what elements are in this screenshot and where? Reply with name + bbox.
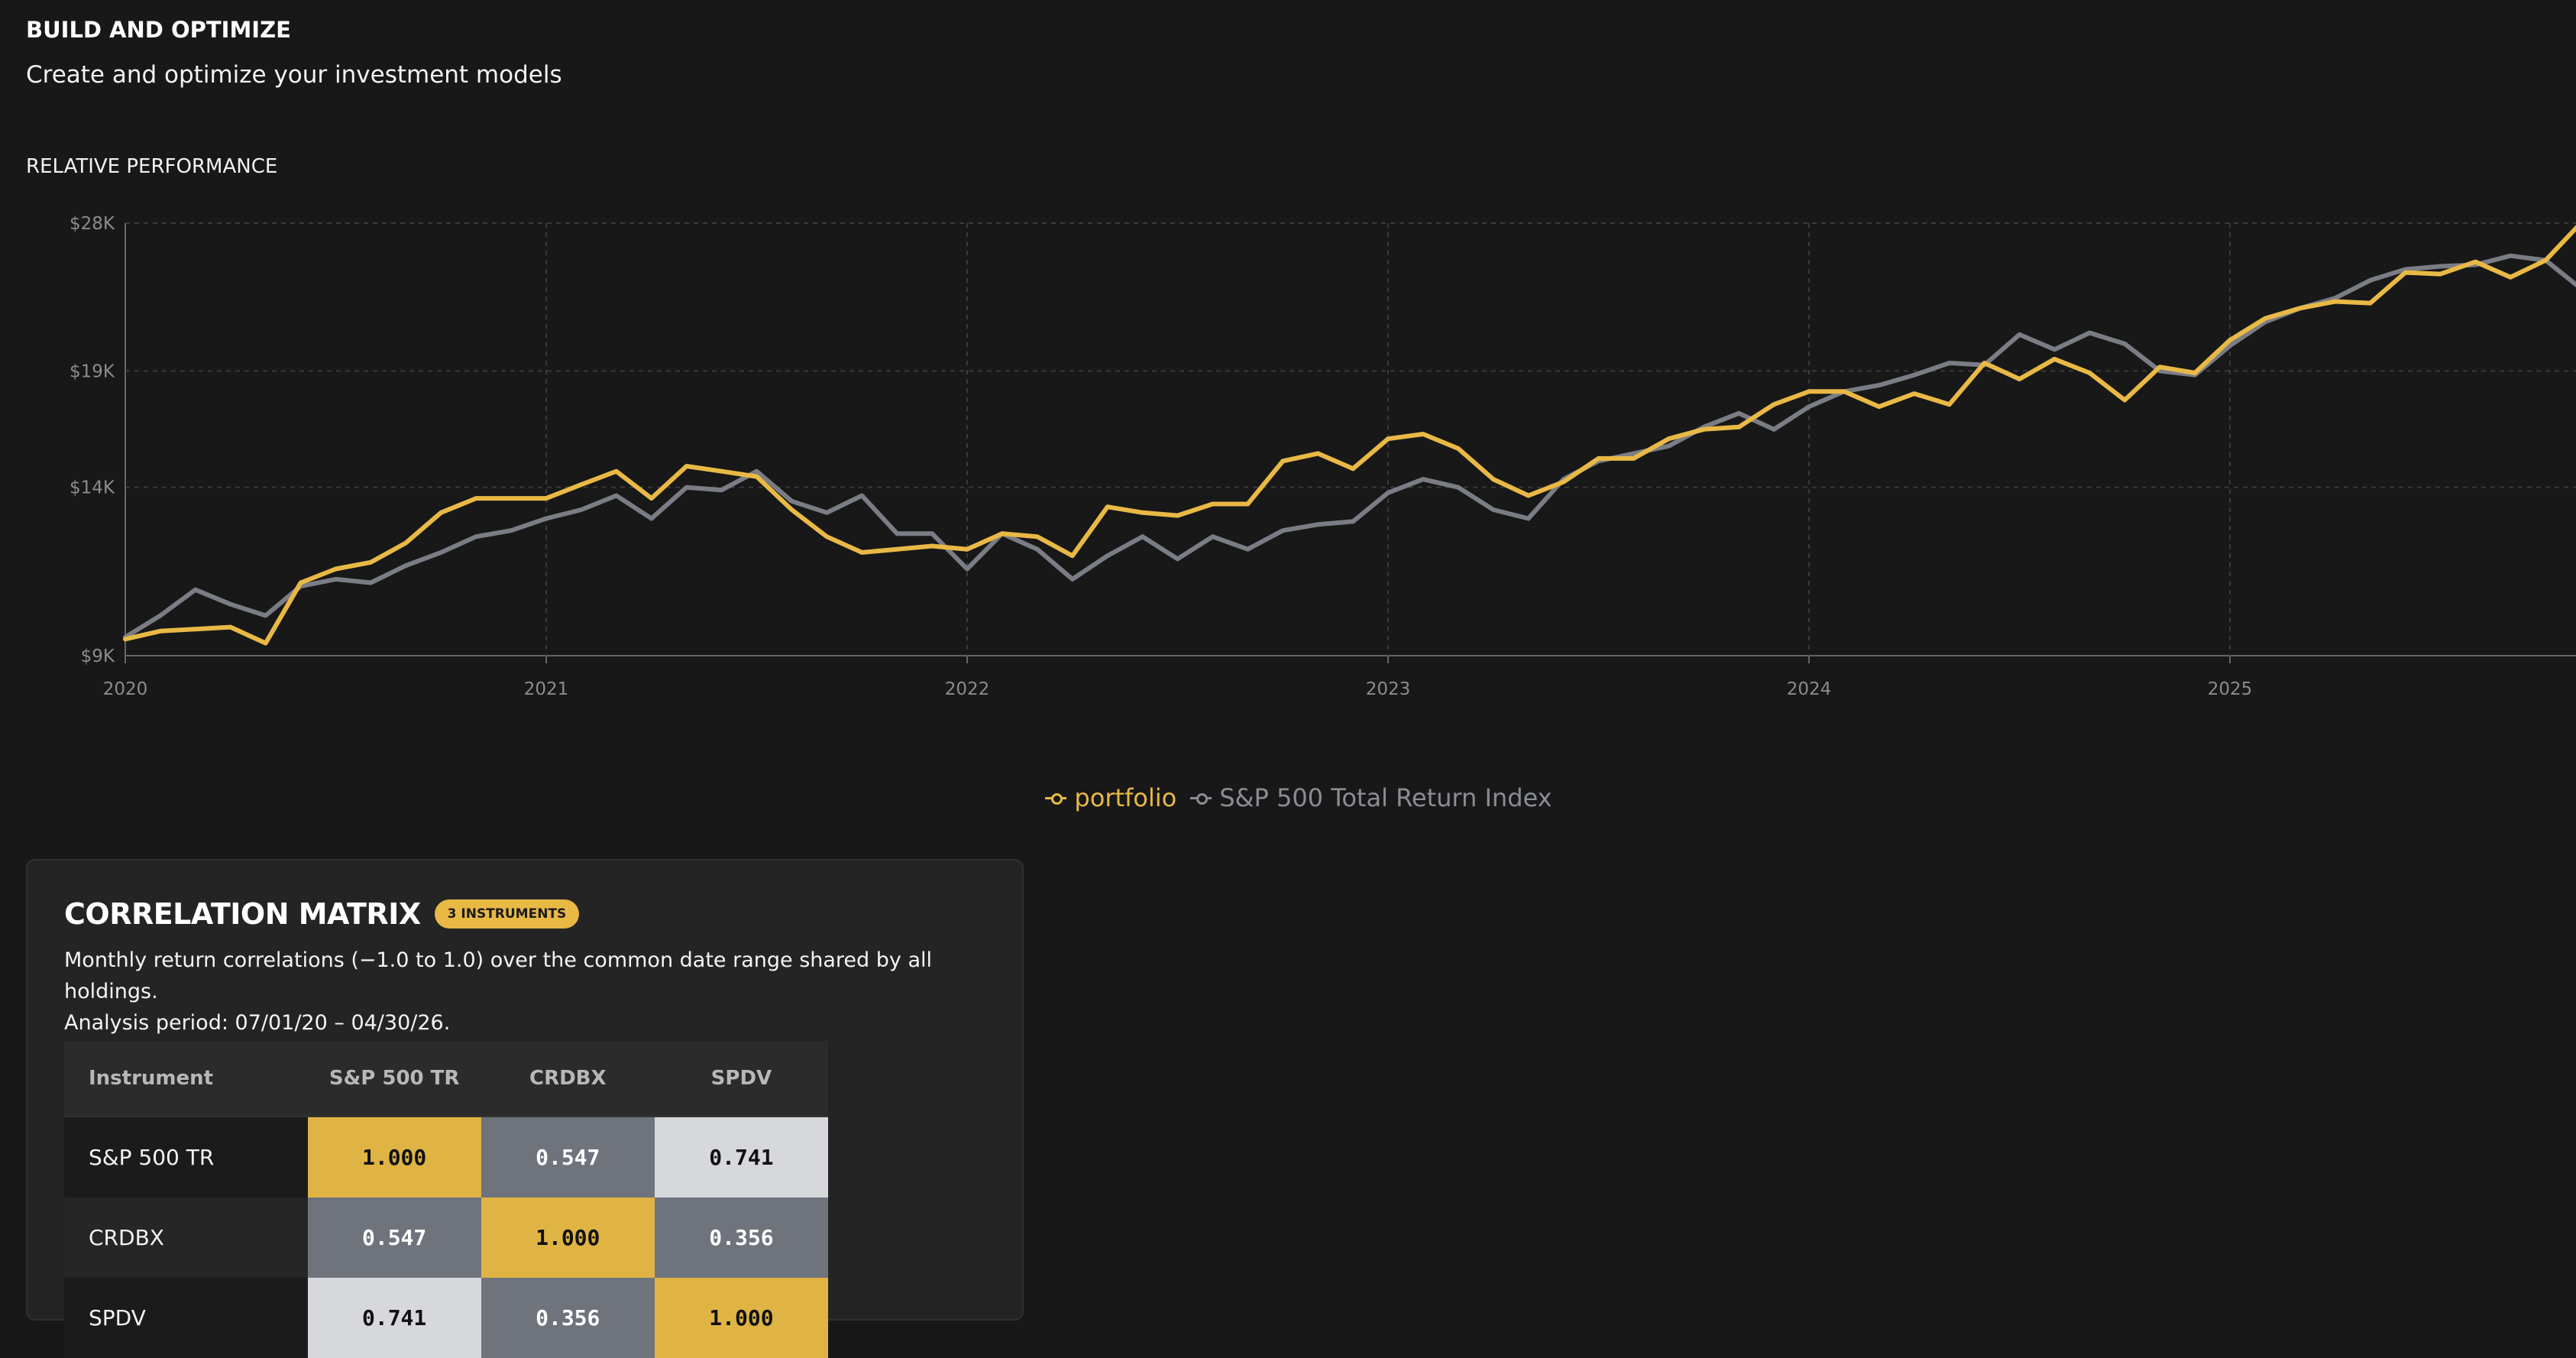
x-tick-label: 2022 [945, 679, 990, 699]
correlation-cell: 0.741 [654, 1117, 828, 1198]
x-tick-label: 2025 [2208, 679, 2253, 699]
correlation-card: CORRELATION MATRIX 3 INSTRUMENTS Monthly… [26, 859, 1024, 1358]
legend-item-portfolio[interactable]: portfolio [1045, 783, 1176, 812]
y-tick-label: $14K [70, 478, 115, 498]
correlation-cell: 1.000 [481, 1198, 655, 1278]
page-title: BUILD AND OPTIMIZE [26, 17, 291, 43]
row-label: SPDV [64, 1278, 308, 1358]
table-header-row: Instrument S&P 500 TR CRDBX SPDV [64, 1041, 828, 1117]
series-line-portfolio [123, 225, 2576, 646]
correlation-table: Instrument S&P 500 TR CRDBX SPDV S&P 500… [64, 1041, 828, 1358]
column-header[interactable]: CRDBX [481, 1041, 655, 1117]
correlation-cell: 1.000 [307, 1117, 481, 1198]
x-tick-label: 2023 [1366, 679, 1411, 699]
legend-label-benchmark: S&P 500 Total Return Index [1219, 783, 1552, 812]
column-header[interactable]: Instrument [64, 1041, 308, 1117]
instrument-count-badge: 3 INSTRUMENTS [434, 899, 580, 929]
table-row: SPDV 0.741 0.356 1.000 [64, 1278, 828, 1358]
column-header[interactable]: S&P 500 TR [307, 1041, 481, 1117]
correlation-description: Monthly return correlations (−1.0 to 1.0… [64, 945, 1011, 1039]
correlation-cell: 0.356 [481, 1278, 655, 1358]
column-header[interactable]: SPDV [654, 1041, 828, 1117]
line-marker-icon [1190, 792, 1212, 805]
x-tick-label: 2021 [524, 679, 569, 699]
row-label: CRDBX [64, 1198, 308, 1278]
y-tick-label: $9K [81, 647, 115, 666]
x-tick-label: 2020 [103, 679, 148, 699]
series-line-benchmark [123, 253, 2576, 640]
row-label: S&P 500 TR [64, 1117, 308, 1198]
legend-label-portfolio: portfolio [1074, 783, 1177, 812]
table-row: CRDBX 0.547 1.000 0.356 [64, 1198, 828, 1278]
correlation-title: CORRELATION MATRIX [64, 897, 421, 931]
y-tick-label: $19K [70, 361, 115, 381]
correlation-cell: 1.000 [654, 1278, 828, 1358]
table-row: S&P 500 TR 1.000 0.547 0.741 [64, 1117, 828, 1198]
correlation-header: CORRELATION MATRIX 3 INSTRUMENTS [64, 897, 580, 931]
chart-legend: portfolio S&P 500 Total Return Index [0, 783, 2576, 812]
correlation-cell: 0.356 [654, 1198, 828, 1278]
page-subtitle: Create and optimize your investment mode… [26, 61, 562, 89]
performance-chart[interactable]: $28K $19K $14K $9K 2020 2021 2022 2023 2024 2025 [0, 191, 2576, 726]
correlation-cell: 0.547 [481, 1117, 655, 1198]
correlation-cell: 0.547 [307, 1198, 481, 1278]
y-tick-label: $28K [70, 214, 115, 234]
analysis-period: Analysis period: 07/01/20 – 04/30/26. [64, 1011, 451, 1035]
chart-section-title: RELATIVE PERFORMANCE [26, 155, 278, 178]
correlation-cell: 0.741 [307, 1278, 481, 1358]
legend-item-benchmark[interactable]: S&P 500 Total Return Index [1190, 783, 1552, 812]
x-tick-label: 2024 [1787, 679, 1832, 699]
line-marker-icon [1045, 792, 1067, 805]
correlation-description-text: Monthly return correlations (−1.0 to 1.0… [64, 948, 933, 1003]
